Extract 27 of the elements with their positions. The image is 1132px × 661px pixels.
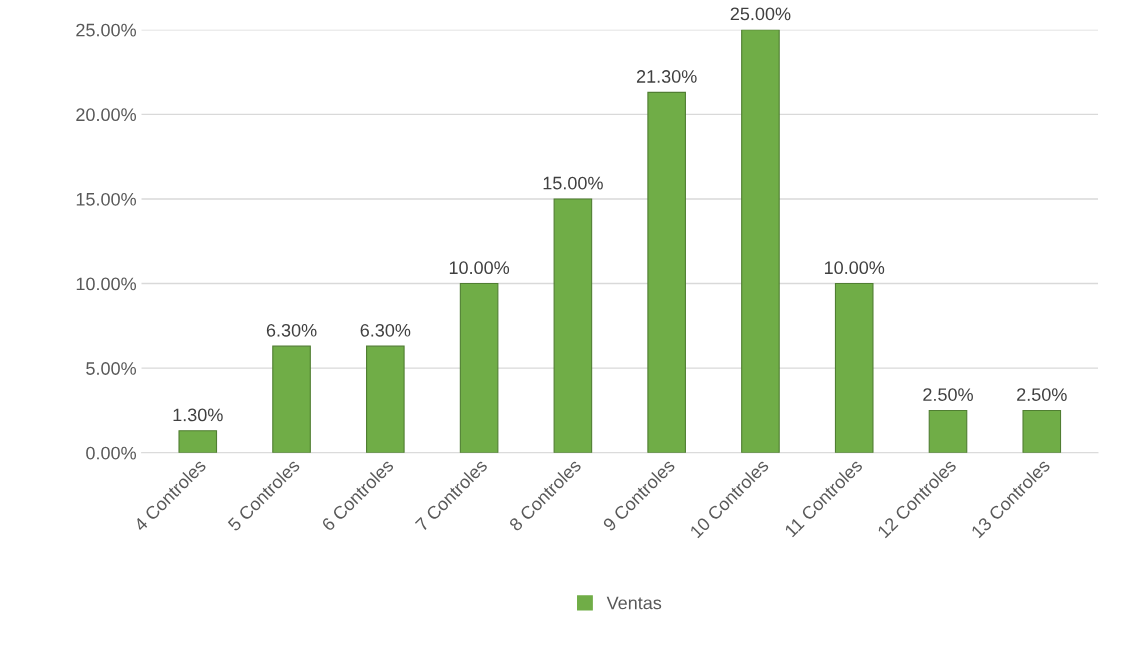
data-label: 2.50%	[923, 388, 973, 401]
bar	[741, 29, 780, 453]
legend-label: Ventas	[606, 596, 662, 610]
data-label: 2.50%	[1017, 388, 1067, 401]
data-label: 10.00%	[449, 261, 510, 275]
y-tick-label: 20.00%	[76, 108, 136, 122]
bar	[459, 283, 499, 453]
data-label: 6.30%	[266, 323, 317, 337]
data-label: 6.30%	[360, 323, 411, 337]
data-label: 15.00%	[543, 176, 603, 190]
bar	[647, 91, 686, 453]
data-label: 1.30%	[173, 408, 223, 422]
y-tick-label: 25.00%	[76, 23, 136, 37]
data-label: 10.00%	[824, 261, 885, 275]
bar	[553, 198, 593, 453]
bar	[1022, 409, 1062, 453]
bar	[366, 345, 405, 453]
data-label: 25.00%	[730, 7, 791, 21]
y-tick-label: 5.00%	[86, 362, 136, 375]
y-tick-label: 10.00%	[76, 277, 136, 291]
bar	[834, 283, 874, 453]
bar	[178, 430, 218, 453]
data-label: 21.30%	[636, 70, 697, 83]
bar	[272, 345, 311, 453]
y-tick-label: 0.00%	[86, 446, 136, 460]
y-tick-label: 15.00%	[76, 192, 136, 206]
bar	[928, 409, 968, 453]
